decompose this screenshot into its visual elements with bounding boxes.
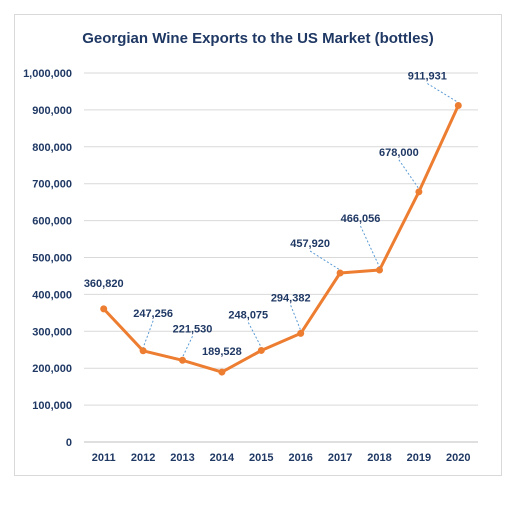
x-tick-label: 2011 bbox=[92, 452, 116, 464]
label-leader-line bbox=[360, 225, 380, 268]
x-tick-label: 2013 bbox=[170, 452, 194, 464]
y-tick-label: 400,000 bbox=[32, 289, 72, 301]
data-point bbox=[218, 368, 226, 376]
data-point bbox=[179, 356, 186, 364]
data-point bbox=[336, 269, 344, 277]
data-label: 678,000 bbox=[379, 147, 419, 159]
series-line bbox=[102, 104, 460, 374]
y-tick-label: 100,000 bbox=[32, 400, 72, 412]
x-tick-label: 2014 bbox=[210, 452, 235, 464]
y-tick-label: 700,000 bbox=[32, 179, 72, 191]
data-label: 221,530 bbox=[173, 323, 213, 335]
x-tick-label: 2016 bbox=[288, 452, 312, 464]
x-tick-label: 2017 bbox=[328, 452, 352, 464]
x-tick-label: 2015 bbox=[249, 452, 273, 464]
label-leader-line bbox=[247, 322, 262, 348]
data-point bbox=[376, 266, 383, 274]
label-leader-line bbox=[182, 336, 193, 358]
y-tick-label: 900,000 bbox=[32, 105, 72, 117]
data-label: 247,256 bbox=[133, 308, 173, 320]
y-tick-label: 300,000 bbox=[32, 326, 72, 338]
label-leader-line bbox=[398, 159, 420, 190]
y-tick-label: 200,000 bbox=[32, 363, 72, 375]
data-label: 457,920 bbox=[290, 238, 330, 250]
data-label: 360,820 bbox=[84, 278, 124, 290]
data-label: 248,075 bbox=[228, 309, 268, 321]
data-point bbox=[139, 347, 147, 355]
chart-frame bbox=[14, 14, 502, 476]
data-label: 294,382 bbox=[271, 292, 311, 304]
data-point bbox=[454, 101, 462, 109]
data-label: 911,931 bbox=[408, 70, 447, 82]
label-leader-line bbox=[290, 305, 302, 331]
x-tick-label: 2019 bbox=[407, 452, 431, 464]
data-point bbox=[100, 305, 108, 313]
data-point bbox=[257, 346, 265, 354]
label-leader-line bbox=[142, 320, 154, 348]
chart-title: Georgian Wine Exports to the US Market (… bbox=[82, 30, 434, 47]
data-point bbox=[415, 188, 423, 196]
y-tick-label: 500,000 bbox=[32, 253, 72, 265]
y-tick-label: 600,000 bbox=[32, 216, 72, 228]
x-tick-label: 2012 bbox=[131, 452, 155, 464]
y-tick-label: 800,000 bbox=[32, 142, 72, 154]
y-tick-label: 0 bbox=[66, 437, 72, 449]
data-label: 466,056 bbox=[341, 213, 381, 225]
data-point bbox=[297, 329, 305, 337]
y-tick-label: 1,000,000 bbox=[23, 68, 72, 80]
label-leader-line bbox=[427, 83, 459, 103]
label-leader-line bbox=[309, 250, 341, 271]
x-tick-label: 2018 bbox=[367, 452, 391, 464]
data-label: 189,528 bbox=[202, 346, 242, 358]
x-tick-label: 2020 bbox=[446, 452, 470, 464]
